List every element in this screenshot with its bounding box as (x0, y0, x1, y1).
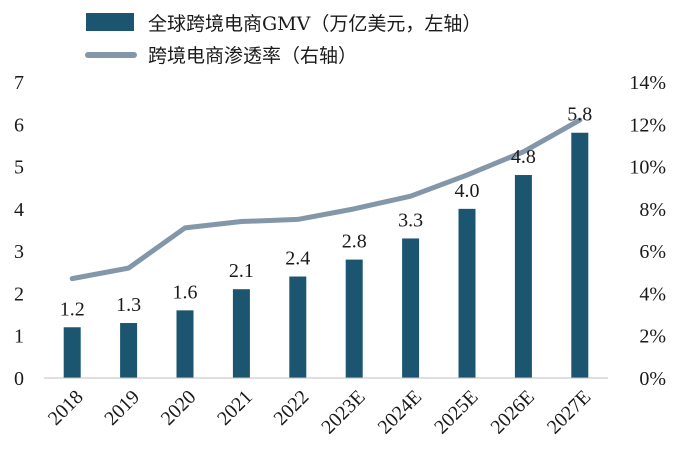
legend-swatch-gmv (86, 13, 134, 31)
left-tick-label: 4 (14, 199, 24, 221)
data-label-2025e: 4.0 (455, 180, 480, 202)
penetration-line (69, 117, 583, 282)
x-tick-label-2020: 2020 (157, 386, 201, 430)
bar-series (63, 132, 589, 378)
x-tick-label-2021: 2021 (213, 386, 257, 430)
data-label-2024e: 3.3 (398, 209, 423, 231)
bar-2020 (176, 310, 194, 378)
x-tick-label-2023e: 2023E (317, 386, 369, 438)
bar-2027e (571, 132, 589, 378)
right-tick-label: 12% (629, 114, 666, 136)
bar-2018 (63, 327, 81, 378)
legend-label-penetration: 跨境电商渗透率（右轴） (148, 45, 357, 67)
bar-2025e (458, 208, 476, 378)
data-label-2027e: 5.8 (567, 104, 592, 126)
left-tick-label: 5 (14, 157, 24, 179)
data-label-2018: 1.2 (60, 298, 85, 320)
data-label-2026e: 4.8 (511, 146, 536, 168)
x-tick-label-2019: 2019 (100, 386, 144, 430)
x-tick-label-2024e: 2024E (374, 386, 426, 438)
bar-2022 (289, 276, 307, 378)
right-tick-label: 6% (639, 241, 666, 263)
x-axis-ticks: 2018 2019 2020 2021 2022 2023E 2024E 2025E 2026E… (44, 386, 595, 438)
data-label-2023e: 2.8 (342, 231, 367, 253)
line-series (69, 117, 583, 282)
left-tick-label: 1 (14, 326, 24, 348)
left-axis-ticks: 0 1 2 3 4 5 6 7 (14, 72, 24, 390)
right-tick-label: 4% (639, 283, 666, 305)
left-tick-label: 2 (14, 283, 24, 305)
x-tick-label-2025e: 2025E (430, 386, 482, 438)
data-label-2021: 2.1 (229, 260, 254, 282)
bar-2023e (345, 259, 363, 378)
left-tick-label: 3 (14, 241, 24, 263)
data-label-2020: 1.6 (173, 281, 198, 303)
x-tick-label-2027e: 2027E (543, 386, 595, 438)
left-tick-label: 0 (14, 368, 24, 390)
x-tick-label-2026e: 2026E (486, 386, 538, 438)
right-tick-label: 2% (639, 326, 666, 348)
x-tick-label-2022: 2022 (269, 386, 313, 430)
data-labels: 1.2 1.3 1.6 2.1 2.4 2.8 3.3 4.0 4.8 5.8 (60, 104, 593, 321)
legend-label-gmv: 全球跨境电商GMV（万亿美元，左轴） (148, 13, 481, 35)
right-tick-label: 0% (639, 368, 666, 390)
bar-2024e (402, 238, 420, 378)
right-tick-label: 8% (639, 199, 666, 221)
right-axis-ticks: 0% 2% 4% 6% 8% 10% 12% 14% (629, 72, 666, 390)
data-label-2022: 2.4 (285, 248, 310, 270)
bar-2021 (232, 289, 250, 378)
left-tick-label: 6 (14, 114, 24, 136)
data-label-2019: 1.3 (116, 294, 141, 316)
left-tick-label: 7 (14, 72, 24, 94)
x-tick-label-2018: 2018 (44, 386, 88, 430)
right-tick-label: 10% (629, 157, 666, 179)
bar-2019 (120, 323, 138, 378)
right-tick-label: 14% (629, 72, 666, 94)
legend: 全球跨境电商GMV（万亿美元，左轴） 跨境电商渗透率（右轴） (85, 13, 481, 67)
bar-2026e (514, 175, 532, 378)
